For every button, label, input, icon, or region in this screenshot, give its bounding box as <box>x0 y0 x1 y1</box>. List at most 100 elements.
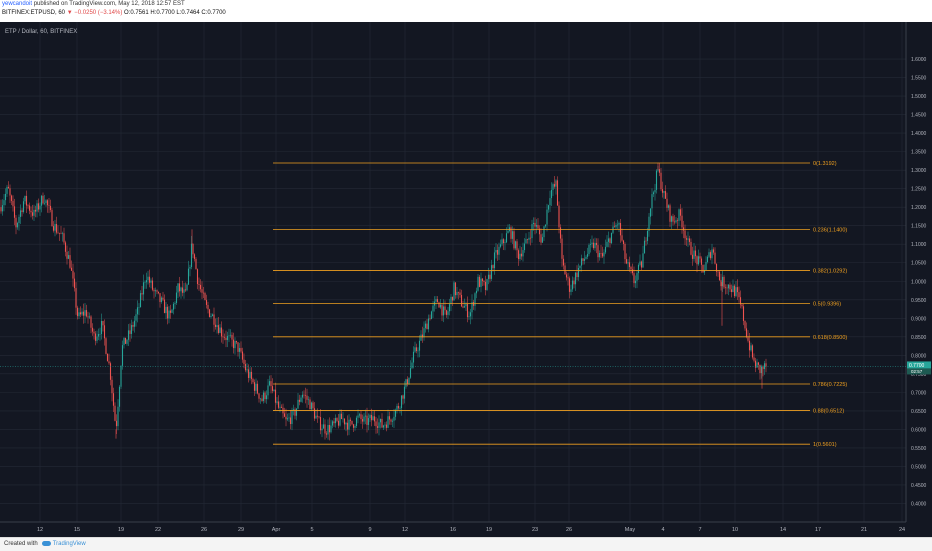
candle-body <box>414 347 416 352</box>
candle-body <box>172 303 175 310</box>
candle-body <box>160 297 163 303</box>
candle-body <box>742 306 745 321</box>
candle-body <box>450 296 452 305</box>
x-tick-label: 14 <box>780 527 786 533</box>
candle-body <box>444 306 446 311</box>
candle-body <box>567 277 569 279</box>
candle-body <box>63 233 65 243</box>
candle-body <box>418 340 421 351</box>
candle-body <box>460 294 463 307</box>
candle-body <box>279 406 281 408</box>
y-tick-label: 1.2000 <box>911 205 927 211</box>
candle-body <box>306 395 308 400</box>
candle-body <box>487 274 490 280</box>
candle-body <box>697 256 700 265</box>
candle-body <box>493 252 496 269</box>
candle-body <box>199 284 202 290</box>
candle-body <box>762 366 764 370</box>
candle-body <box>496 249 499 255</box>
fib-retracement[interactable]: 0(1.3192) 0.236(1.1400) 0.382(1.0292) 0.5(0… <box>273 161 847 448</box>
candle-body <box>132 325 134 327</box>
candle-body <box>649 208 652 217</box>
candle-body <box>223 337 226 338</box>
candle-body <box>333 421 335 424</box>
candle-body <box>432 305 434 312</box>
x-tick-label: 4 <box>661 527 664 533</box>
candle-body <box>513 231 515 249</box>
candle-body <box>292 409 295 411</box>
candle-body <box>151 280 154 290</box>
candle-body <box>244 364 247 371</box>
candle-body <box>31 212 34 216</box>
candle-body <box>184 289 187 291</box>
candle-body <box>379 418 382 423</box>
candle-body <box>129 330 131 334</box>
candle-body <box>120 365 122 387</box>
candle-body <box>547 205 550 210</box>
candle-body <box>492 265 494 269</box>
price-chart[interactable]: 0(1.3192) 0.236(1.1400) 0.382(1.0292) 0.5(0… <box>0 22 932 537</box>
y-tick-label: 1.2500 <box>911 187 927 193</box>
time-axis[interactable]: 12 15 19 22 26 29 Apr 5 9 12 16 19 23 26 May 4 7 10 14 17 21… <box>37 527 905 533</box>
candle-body <box>330 425 332 433</box>
candle-body <box>726 287 728 289</box>
candle-body <box>574 272 577 285</box>
candle-body <box>442 306 445 316</box>
y-tick-label: 0.5500 <box>911 446 927 452</box>
candle-body <box>672 216 674 222</box>
countdown-tag <box>907 368 931 375</box>
candle-body <box>411 362 413 369</box>
candle-body <box>438 302 440 308</box>
candle-body <box>520 253 523 257</box>
candle-body <box>382 425 385 428</box>
candle-body <box>400 395 403 409</box>
candle-body <box>654 189 656 193</box>
candle-body <box>139 293 142 308</box>
candle-body <box>226 335 229 341</box>
candle-body <box>499 244 502 247</box>
candle-body <box>228 335 230 337</box>
candle-body <box>309 399 311 410</box>
price-change: ▼ −0.0250 (−3.14%) <box>66 10 123 16</box>
candle-body <box>475 290 478 294</box>
candle-body <box>730 289 733 292</box>
author-link[interactable]: yewcandoit <box>2 1 33 7</box>
tradingview-brand[interactable]: TradingView <box>52 541 86 548</box>
candle-body <box>748 340 751 351</box>
candle-body <box>681 215 683 228</box>
price-axis[interactable]: 1.6000 1.5500 1.5000 1.4500 1.4000 1.3500 1.30… <box>911 57 927 507</box>
candle-body <box>291 410 293 425</box>
ohlc-values: O:0.7561 H:0.7700 L:0.7464 C:0.7700 <box>124 10 226 16</box>
candle-body <box>607 238 610 242</box>
candle-body <box>27 205 29 207</box>
candle-body <box>397 405 400 409</box>
candle-body <box>334 418 337 424</box>
candle-body <box>429 318 431 320</box>
candle-body <box>675 220 677 223</box>
y-tick-label: 1.4500 <box>911 113 927 119</box>
candle-body <box>571 280 574 290</box>
candle-body <box>514 241 517 249</box>
candle-body <box>73 278 76 289</box>
candle-body <box>505 233 508 243</box>
candle-body <box>637 264 640 274</box>
candle-body <box>324 424 326 434</box>
candle-body <box>159 293 161 303</box>
y-tick-label: 1.4000 <box>911 131 927 137</box>
candle-body <box>30 210 32 213</box>
x-tick-label: 19 <box>118 527 124 533</box>
candle-body <box>756 362 758 368</box>
candle-body <box>477 276 479 291</box>
candle-body <box>178 283 181 292</box>
candle-body <box>604 246 607 253</box>
y-tick-label: 0.6500 <box>911 409 927 415</box>
candle-body <box>712 249 715 253</box>
x-tick-label: 29 <box>238 527 244 533</box>
candle-body <box>531 224 533 239</box>
candle-body <box>135 314 137 321</box>
candle-body <box>355 417 358 427</box>
candle-body <box>358 414 361 416</box>
candle-body <box>580 258 583 266</box>
candle-body <box>142 282 145 295</box>
candle-body <box>186 284 188 291</box>
